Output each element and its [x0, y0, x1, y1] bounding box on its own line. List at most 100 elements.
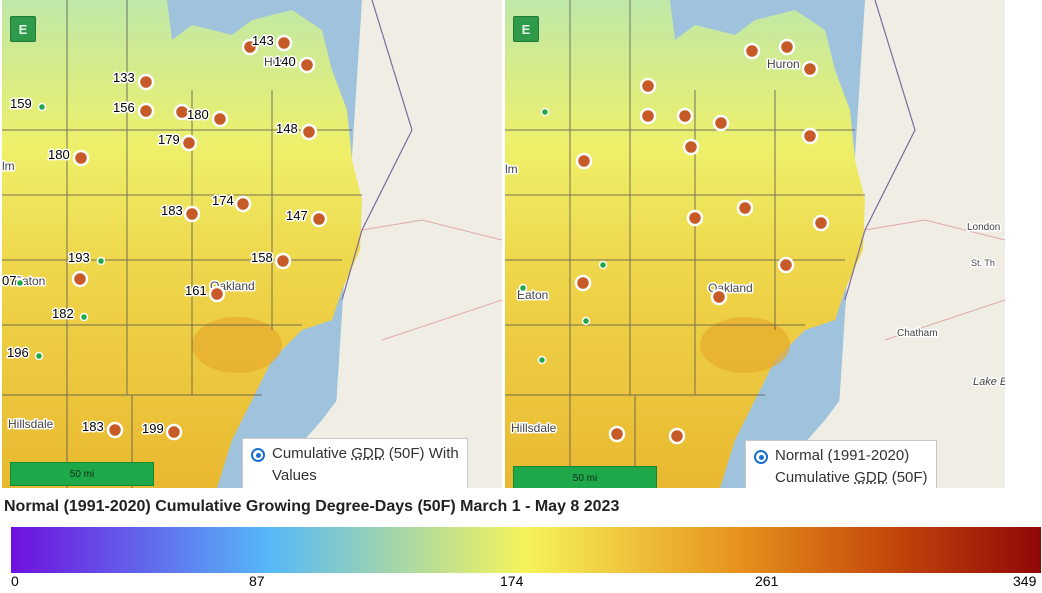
minor-station-marker[interactable] — [15, 278, 25, 288]
radio-selected-icon[interactable] — [754, 450, 768, 464]
county-lines — [2, 0, 362, 488]
place-lake-erie: Lake E — [973, 376, 1005, 388]
station-value: 180 — [48, 147, 70, 162]
station-marker[interactable] — [274, 252, 292, 270]
station-markers — [15, 34, 328, 441]
station-value: 179 — [158, 132, 180, 147]
station-marker[interactable] — [298, 56, 316, 74]
ontario-north — [865, 0, 1005, 230]
station-markers — [518, 38, 830, 445]
station-marker[interactable] — [812, 214, 830, 232]
station-value: 199 — [142, 421, 164, 436]
station-value: 159 — [10, 96, 32, 111]
radio-selected-icon[interactable] — [251, 448, 265, 462]
station-marker[interactable] — [668, 427, 686, 445]
station-value: 180 — [187, 107, 209, 122]
station-marker[interactable] — [180, 134, 198, 152]
right-map-panel[interactable]: Huron Eaton Oakland Hillsdale London Cha… — [505, 0, 1005, 488]
place-hillsdale: Hillsdale — [511, 421, 557, 435]
station-marker[interactable] — [137, 73, 155, 91]
layer-label: Cumulative GDD (50F) With Values — [272, 445, 459, 484]
colorbar-tick: 0 — [11, 573, 19, 589]
station-value-labels: 143 140 133 156 180 148 180 179 183 174 … — [6, 32, 310, 438]
station-marker[interactable] — [106, 421, 124, 439]
station-marker[interactable] — [310, 210, 328, 228]
place-chatham: Chatham — [897, 328, 938, 339]
station-value: 174 — [212, 193, 234, 208]
station-marker[interactable] — [71, 270, 89, 288]
station-marker[interactable] — [300, 123, 318, 141]
station-marker[interactable] — [801, 60, 819, 78]
station-marker[interactable] — [241, 38, 259, 56]
place-london: London — [967, 222, 1000, 233]
station-marker[interactable] — [234, 195, 252, 213]
expand-button[interactable]: E — [513, 16, 539, 42]
colorbar-tick: 87 — [249, 573, 265, 589]
minor-station-marker[interactable] — [540, 107, 550, 117]
station-value: 148 — [276, 121, 298, 136]
station-marker[interactable] — [575, 152, 593, 170]
expand-button[interactable]: E — [10, 16, 36, 42]
station-marker[interactable] — [710, 288, 728, 306]
station-marker[interactable] — [608, 425, 626, 443]
layer-toggle-normal-gdd[interactable]: Normal (1991-2020) Cumulative GDD (50F) — [745, 440, 937, 488]
station-value: 196 — [7, 345, 29, 360]
minor-station-marker[interactable] — [518, 283, 528, 293]
station-marker[interactable] — [208, 285, 226, 303]
minor-station-marker[interactable] — [79, 312, 89, 322]
place-lm: lm — [2, 159, 15, 173]
left-map[interactable]: Huron Eaton Oakland Hillsdale lm 07 — [2, 0, 502, 488]
station-marker[interactable] — [801, 127, 819, 145]
station-value: 156 — [113, 100, 135, 115]
station-value: 182 — [52, 306, 74, 321]
minor-station-marker[interactable] — [37, 102, 47, 112]
minor-station-marker[interactable] — [96, 256, 106, 266]
colorbar-tick: 261 — [755, 573, 779, 589]
place-huron: Huron — [767, 57, 800, 71]
station-value: 140 — [274, 54, 296, 69]
left-map-panel[interactable]: Huron Eaton Oakland Hillsdale lm 07 — [2, 0, 502, 488]
place-huron: Huron — [264, 55, 297, 69]
county-lines — [505, 0, 865, 488]
station-marker[interactable] — [736, 199, 754, 217]
label-edge: 07 — [2, 273, 16, 288]
station-marker[interactable] — [639, 107, 657, 125]
place-lm: lm — [505, 162, 518, 176]
station-value: 147 — [286, 208, 308, 223]
station-marker[interactable] — [743, 42, 761, 60]
station-marker[interactable] — [777, 256, 795, 274]
warm-area — [192, 317, 282, 373]
station-marker[interactable] — [682, 138, 700, 156]
colorbar-tick: 349 — [1013, 573, 1037, 589]
minor-station-marker[interactable] — [581, 316, 591, 326]
station-marker[interactable] — [211, 110, 229, 128]
station-marker[interactable] — [275, 34, 293, 52]
station-marker[interactable] — [183, 205, 201, 223]
colorbar — [11, 527, 1041, 573]
minor-station-marker[interactable] — [34, 351, 44, 361]
station-value: 183 — [82, 419, 104, 434]
layer-label: Normal (1991-2020) Cumulative GDD (50F) — [775, 447, 928, 486]
scale-bar: 50 mi — [10, 462, 154, 486]
station-marker[interactable] — [676, 107, 694, 125]
minor-station-marker[interactable] — [598, 260, 608, 270]
station-value: 158 — [251, 250, 273, 265]
ontario-north — [362, 0, 502, 230]
station-marker[interactable] — [72, 149, 90, 167]
station-marker[interactable] — [639, 77, 657, 95]
station-value: 183 — [161, 203, 183, 218]
station-marker[interactable] — [712, 114, 730, 132]
station-marker[interactable] — [137, 102, 155, 120]
station-marker[interactable] — [173, 103, 191, 121]
layer-toggle-gdd-with-values[interactable]: Cumulative GDD (50F) With Values — [242, 438, 468, 488]
station-marker[interactable] — [165, 423, 183, 441]
place-st-thomas: St. Th — [971, 258, 995, 268]
minor-station-marker[interactable] — [537, 355, 547, 365]
station-marker[interactable] — [686, 209, 704, 227]
station-marker[interactable] — [574, 274, 592, 292]
scale-bar: 50 mi — [513, 466, 657, 488]
right-map[interactable]: Huron Eaton Oakland Hillsdale London Cha… — [505, 0, 1005, 488]
station-value: 161 — [185, 283, 207, 298]
station-marker[interactable] — [778, 38, 796, 56]
station-value: 133 — [113, 70, 135, 85]
